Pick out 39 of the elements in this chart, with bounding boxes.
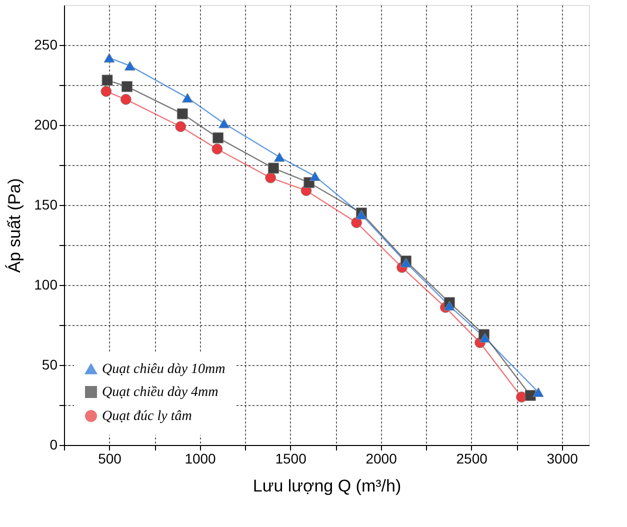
point [532,387,544,397]
point [516,392,527,402]
point [182,93,193,103]
x-tick-label: 3000 [546,450,578,466]
legend-label: Quạt chiều dày 4mm [102,385,218,400]
point [351,217,362,228]
point [104,53,115,63]
point [120,94,132,105]
y-tick-label: 150 [34,196,58,212]
point [100,86,112,97]
y-tick-label: 200 [34,116,58,132]
y-tick-label: 0 [50,436,58,452]
y-tick-label: 250 [34,36,58,52]
point [124,61,136,71]
point [218,118,230,128]
y-tick-label: 50 [42,356,58,372]
point [102,74,113,86]
x-tick-label: 1500 [275,450,307,466]
x-tick-label: 2000 [366,450,398,466]
point [176,108,188,120]
point [524,390,536,401]
point [212,144,223,154]
legend-label: Quạt chiêu dày 10mm [102,362,226,377]
y-tick-label: 100 [34,276,58,292]
y-axis-title: Áp suất (Pa) [5,178,24,273]
point [444,301,455,311]
point [265,172,276,184]
point [274,152,285,162]
x-tick-label: 2500 [456,450,488,466]
point [212,132,224,144]
x-tick-label: 1000 [184,450,216,466]
point [268,162,279,174]
x-axis-title: Lưu lượng Q (m³/h) [252,476,402,496]
point [122,81,132,92]
point [175,121,186,132]
x-tick-label: 500 [98,450,122,466]
legend-label: Quạt đúc ly tâm [102,409,192,424]
point [479,333,490,343]
point [309,171,320,181]
